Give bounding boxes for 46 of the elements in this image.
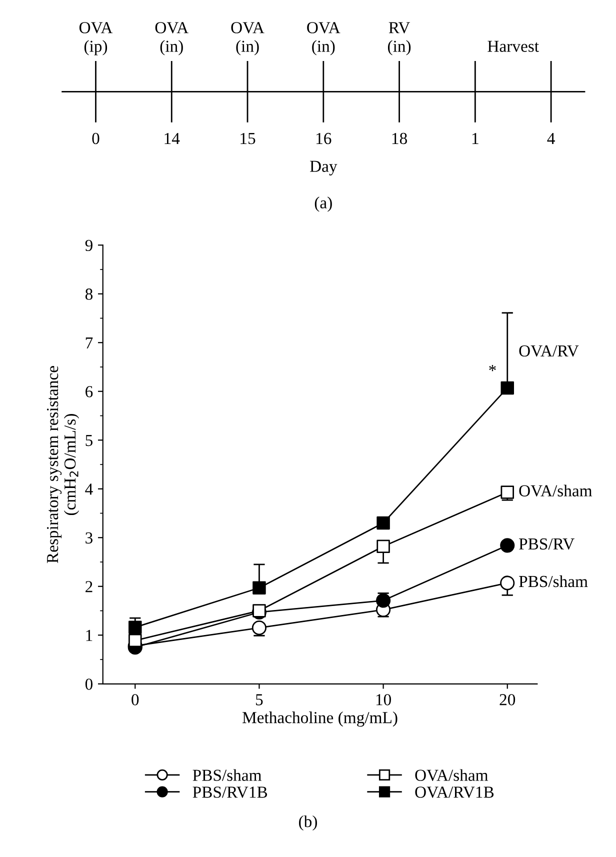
annotation: PBS/RV (519, 538, 574, 550)
x-tick-label: 10 (376, 694, 391, 706)
text: OVA (ip) (79, 22, 113, 56)
y-tick-label: 6 (86, 386, 93, 398)
annotation: PBS/sham (519, 575, 588, 588)
point (128, 620, 142, 634)
text: (a) (314, 196, 332, 212)
y-tick-label: 8 (85, 288, 93, 300)
text: (b) (299, 815, 317, 831)
text: OVA (in) (155, 22, 188, 56)
y-tick-label: 4 (85, 484, 93, 495)
annotation: OVA/sham (519, 484, 592, 497)
text: OVA (in) (231, 22, 264, 56)
annotation: OVA/RV (519, 345, 579, 357)
y-tick-label: 3 (86, 532, 92, 544)
legend-label: OVA/RV1B (415, 786, 494, 798)
y-tick-label: 1 (86, 630, 92, 641)
x-tick-label: 20 (500, 694, 516, 706)
point (252, 581, 266, 594)
y-tick-label: 5 (86, 434, 92, 446)
point (500, 381, 514, 395)
y-axis-title: Respiratory system resistance (cmH$_{2}$O/mL/s) (46, 366, 80, 564)
y-tick-label: 0 (85, 678, 93, 690)
legend-label: OVA/sham (415, 769, 488, 782)
category-label: 1 (472, 132, 478, 144)
text: Day (310, 160, 338, 176)
x-axis-title: Methacholine (mg/mL) (242, 712, 398, 727)
category-label: 18 (392, 132, 407, 144)
text: Harvest (488, 40, 539, 52)
category-label: 14 (164, 132, 180, 144)
annotation: * (489, 364, 496, 372)
category-label: 16 (316, 132, 332, 144)
x-tick-label: 0 (132, 694, 139, 706)
y-tick-label: 9 (85, 240, 92, 252)
text: OVA (in) (307, 22, 340, 56)
legend-label: PBS/RV1B (192, 786, 268, 798)
legend-label: PBS/sham (192, 769, 262, 781)
text: RV (in) (388, 22, 411, 56)
y-tick-label: 7 (86, 337, 93, 348)
category-label: 15 (240, 132, 256, 144)
category-label: 4 (547, 133, 555, 144)
point (376, 516, 390, 530)
point (376, 540, 390, 554)
point (128, 634, 142, 648)
x-tick-label: 5 (256, 694, 263, 706)
y-tick-label: 2 (86, 581, 92, 592)
